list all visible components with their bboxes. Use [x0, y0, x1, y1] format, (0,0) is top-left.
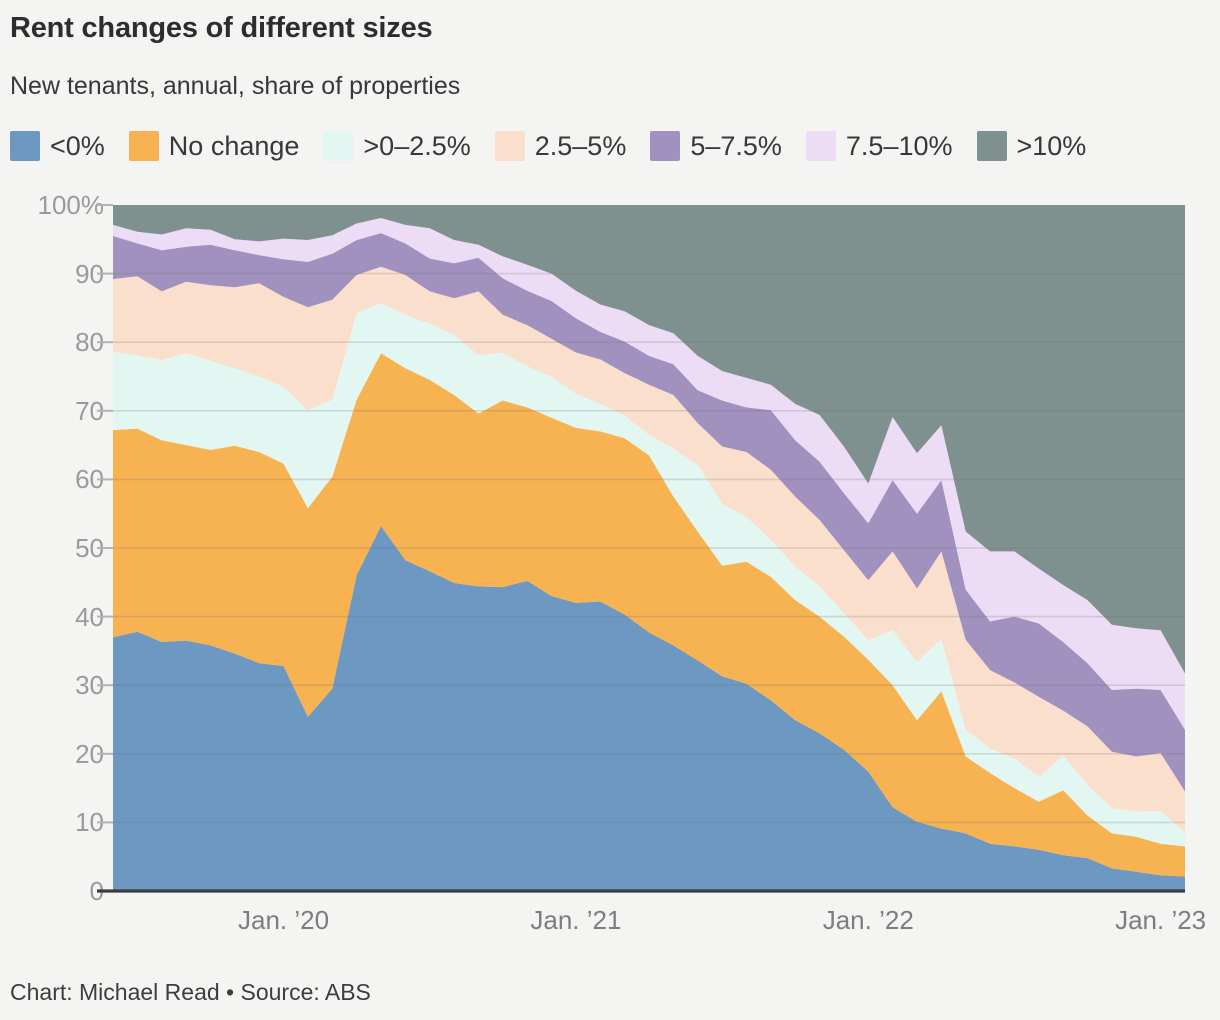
y-tick-label-30: 30	[75, 670, 104, 701]
legend-item-6: 7.5–10%	[805, 130, 953, 162]
legend-item-2: No change	[128, 130, 300, 162]
y-tick-label-40: 40	[75, 601, 104, 632]
page-title: Rent changes of different sizes	[10, 12, 433, 44]
legend-item-5: 5–7.5%	[650, 131, 782, 162]
legend-swatch-icon	[128, 131, 159, 161]
legend: <0% No change >0–2.5% 2.5–5% 5–7.5% 7.5–10% >1…	[10, 129, 1086, 163]
y-tick-label-100: 100%	[37, 190, 105, 220]
area-series-7	[113, 205, 1185, 674]
legend-label: 7.5–10%	[845, 130, 953, 161]
legend-item-3: >0–2.5%	[323, 130, 471, 162]
legend-swatch-icon	[976, 131, 1007, 161]
chart-subtitle: New tenants, annual, share of properties	[10, 72, 461, 100]
legend-swatch-icon	[650, 131, 681, 161]
y-tick-label-90: 90	[75, 258, 104, 289]
legend-item-7: >10%	[976, 130, 1087, 162]
area-series-4	[113, 266, 1185, 832]
legend-label: <0%	[50, 130, 105, 161]
stacked-area-svg	[97, 204, 1185, 893]
legend-item-4: 2.5–5%	[494, 130, 627, 162]
y-tick-label-70: 70	[75, 395, 104, 426]
legend-swatch-icon	[323, 131, 354, 161]
y-tick-label-80: 80	[75, 327, 104, 358]
x-tick-label: Jan. ’20	[237, 905, 330, 935]
area-series-3	[113, 303, 1185, 847]
legend-swatch-icon	[494, 131, 525, 161]
y-tick-label-60: 60	[75, 464, 104, 495]
legend-item-1: <0%	[10, 131, 105, 162]
legend-label: >10%	[1016, 130, 1087, 161]
area-series-2	[113, 353, 1185, 877]
source-caption: Chart: Michael Read • Source: ABS	[10, 979, 371, 1005]
y-tick-label-0: 0	[89, 876, 104, 906]
x-tick-label: Jan. ’22	[822, 905, 914, 935]
x-tick-label: Jan. ’21	[530, 905, 622, 935]
y-tick-label-10: 10	[75, 807, 104, 838]
y-tick-label-20: 20	[75, 738, 104, 769]
legend-label: 2.5–5%	[534, 130, 627, 161]
legend-label: 5–7.5%	[690, 130, 782, 161]
legend-swatch-icon	[805, 131, 836, 161]
legend-label: >0–2.5%	[363, 130, 471, 161]
legend-label: No change	[168, 130, 300, 161]
x-tick-label: Jan. ’23	[1115, 905, 1207, 935]
plot-area	[97, 204, 1185, 893]
legend-swatch-icon	[10, 131, 40, 161]
area-series-1	[113, 526, 1185, 891]
y-tick-label-50: 50	[75, 533, 104, 563]
